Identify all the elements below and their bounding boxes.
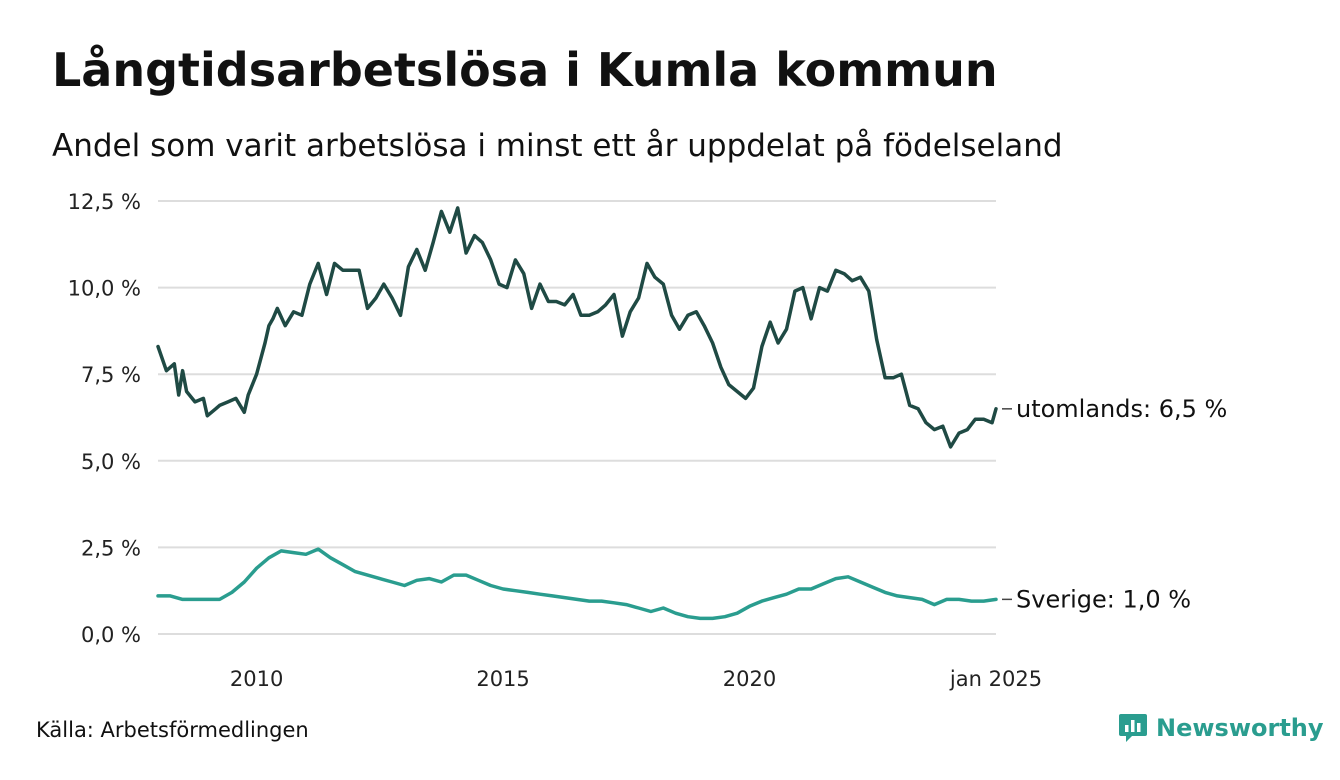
series-lines: [156, 206, 998, 621]
y-tick-label: 5,0 %: [81, 450, 141, 474]
x-tick-label: 2010: [230, 667, 283, 691]
series-end-labels: utomlands: 6,5 % Sverige: 1,0 %: [1002, 395, 1227, 613]
y-tick-label: 7,5 %: [81, 363, 141, 387]
x-tick-label: 2015: [476, 667, 529, 691]
x-tick-label: jan 2025: [949, 667, 1042, 691]
y-tick-label: 2,5 %: [81, 536, 141, 560]
chart-subtitle: Andel som varit arbetslösa i minst ett å…: [52, 128, 1063, 164]
series-line-utomlands: [156, 206, 998, 449]
source-note: Källa: Arbetsförmedlingen: [36, 718, 309, 742]
y-tick-label: 12,5 %: [68, 190, 141, 214]
chart-title: Långtidsarbetslösa i Kumla kommun: [52, 43, 998, 97]
y-tick-label: 10,0 %: [68, 277, 141, 301]
end-label-sverige: Sverige: 1,0 %: [1016, 585, 1191, 613]
brand-name: Newsworthy: [1156, 714, 1324, 742]
newsworthy-logo-icon: [1119, 714, 1147, 742]
newsworthy-logo: Newsworthy: [1118, 712, 1324, 744]
y-tick-label: 0,0 %: [81, 623, 141, 647]
x-axis: 2010 2015 2020 jan 2025: [230, 667, 1042, 691]
gridlines: [158, 200, 996, 635]
x-tick-label: 2020: [723, 667, 776, 691]
y-axis: 0,0 % 2,5 % 5,0 % 7,5 % 10,0 % 12,5 %: [68, 190, 141, 647]
end-label-utomlands: utomlands: 6,5 %: [1016, 395, 1227, 423]
series-line-sverige: [156, 547, 998, 621]
